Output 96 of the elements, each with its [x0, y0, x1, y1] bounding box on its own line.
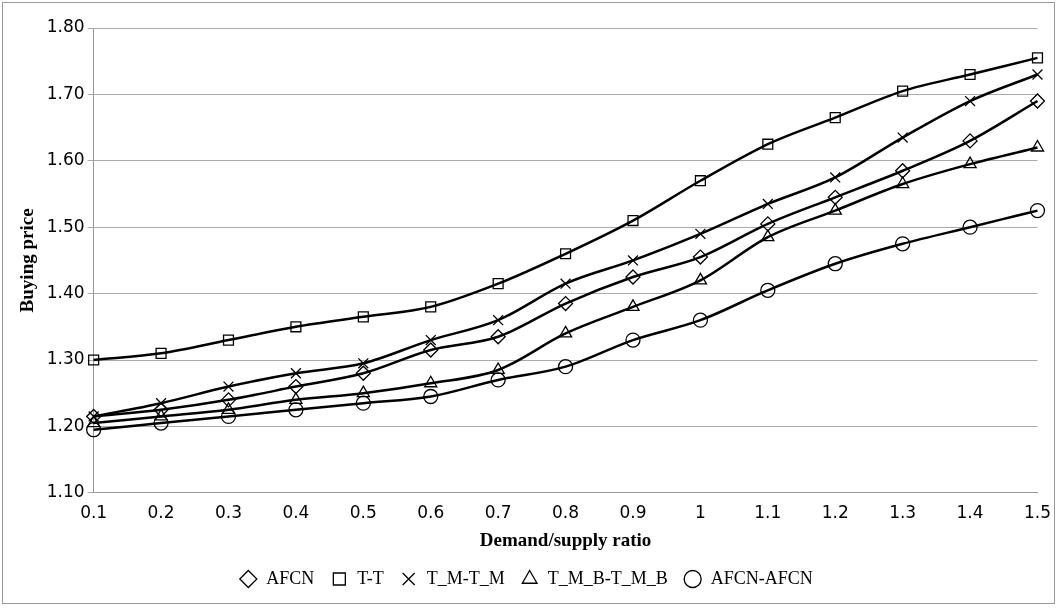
- point: [694, 175, 706, 187]
- x-axis-title: Demand/supply ratio: [479, 528, 652, 550]
- x-tick-label: 1.4: [956, 502, 984, 523]
- point: [86, 415, 101, 428]
- point: [829, 112, 841, 124]
- point: [222, 334, 235, 346]
- point: [1029, 93, 1046, 109]
- point: [153, 415, 169, 431]
- x-tick-label: 0.1: [80, 502, 108, 523]
- point: [220, 408, 237, 425]
- point: [760, 216, 776, 232]
- point: [88, 354, 100, 366]
- point: [827, 189, 843, 205]
- y-tick-label: 1.50: [46, 215, 85, 236]
- legend-label: AFCN-AFCN: [710, 567, 813, 588]
- point: [625, 269, 641, 285]
- point: [220, 392, 237, 408]
- legend-label: AFCN: [266, 567, 315, 588]
- point: [559, 248, 572, 260]
- point: [155, 347, 167, 359]
- point: [355, 395, 371, 411]
- point: [424, 375, 438, 388]
- y-tick-label: 1.60: [46, 149, 85, 170]
- point: [490, 372, 506, 388]
- point: [694, 228, 706, 240]
- y-tick-label: 1.70: [46, 82, 85, 103]
- point: [356, 385, 371, 398]
- point: [627, 214, 639, 227]
- point: [289, 392, 303, 404]
- x-tick-label: 0.2: [147, 502, 175, 523]
- x-tick-label: 0.8: [552, 502, 580, 523]
- point: [557, 358, 574, 375]
- y-tick-label: 1.80: [46, 16, 85, 37]
- point: [490, 329, 506, 345]
- point: [963, 156, 977, 169]
- point: [423, 342, 439, 358]
- legend-label: T_M_B-T_M_B: [547, 567, 668, 588]
- point: [626, 299, 640, 312]
- point: [557, 295, 574, 312]
- point: [558, 325, 573, 338]
- x-tick-label: 1.3: [889, 502, 917, 523]
- point: [288, 402, 304, 418]
- y-tick-label: 1.20: [46, 414, 85, 435]
- point: [492, 314, 504, 326]
- point: [962, 133, 978, 149]
- point: [357, 357, 369, 369]
- y-tick-label: 1.30: [46, 348, 85, 369]
- point: [425, 301, 437, 313]
- x-tick-label: 1.2: [821, 502, 849, 523]
- point: [357, 311, 369, 323]
- point: [355, 365, 371, 381]
- point: [492, 278, 504, 290]
- point: [1030, 139, 1045, 152]
- point: [1031, 68, 1044, 81]
- x-tick-label: 1: [694, 502, 706, 523]
- x-tick-label: 0.4: [282, 502, 310, 523]
- point: [895, 176, 910, 189]
- point: [693, 272, 708, 285]
- point: [627, 254, 639, 266]
- point: [761, 229, 775, 242]
- point: [692, 249, 709, 265]
- x-tick-label: 1.5: [1023, 502, 1052, 523]
- point: [827, 256, 843, 272]
- point: [964, 68, 976, 81]
- x-tick-label: 0.6: [417, 502, 445, 523]
- point: [895, 163, 911, 179]
- x-tick-label: 0.3: [214, 502, 243, 523]
- x-tick-label: 0.9: [619, 502, 647, 523]
- x-tick-label: 0.7: [484, 502, 512, 523]
- point: [692, 312, 709, 328]
- point: [425, 334, 437, 346]
- legend-label: T-T: [357, 567, 384, 588]
- point: [760, 282, 776, 298]
- point: [288, 378, 304, 395]
- legend-label: T_M-T_M: [426, 567, 505, 588]
- point: [962, 219, 978, 235]
- point: [1031, 52, 1044, 64]
- point: [897, 85, 909, 97]
- point: [423, 388, 439, 405]
- point: [221, 402, 236, 414]
- x-tick-label: 1.1: [754, 502, 782, 523]
- point: [154, 408, 168, 421]
- point: [86, 422, 102, 438]
- y-tick-label: 1.10: [46, 481, 85, 502]
- point: [895, 236, 911, 252]
- point: [762, 138, 774, 150]
- point: [153, 402, 169, 418]
- point: [625, 332, 641, 348]
- point: [491, 362, 505, 375]
- y-tick-label: 1.40: [46, 282, 85, 303]
- point: [828, 202, 842, 215]
- point: [290, 321, 302, 333]
- point: [1029, 202, 1046, 219]
- y-axis-title: Buying price: [16, 208, 38, 313]
- x-tick-label: 0.5: [349, 502, 377, 523]
- point: [290, 367, 302, 379]
